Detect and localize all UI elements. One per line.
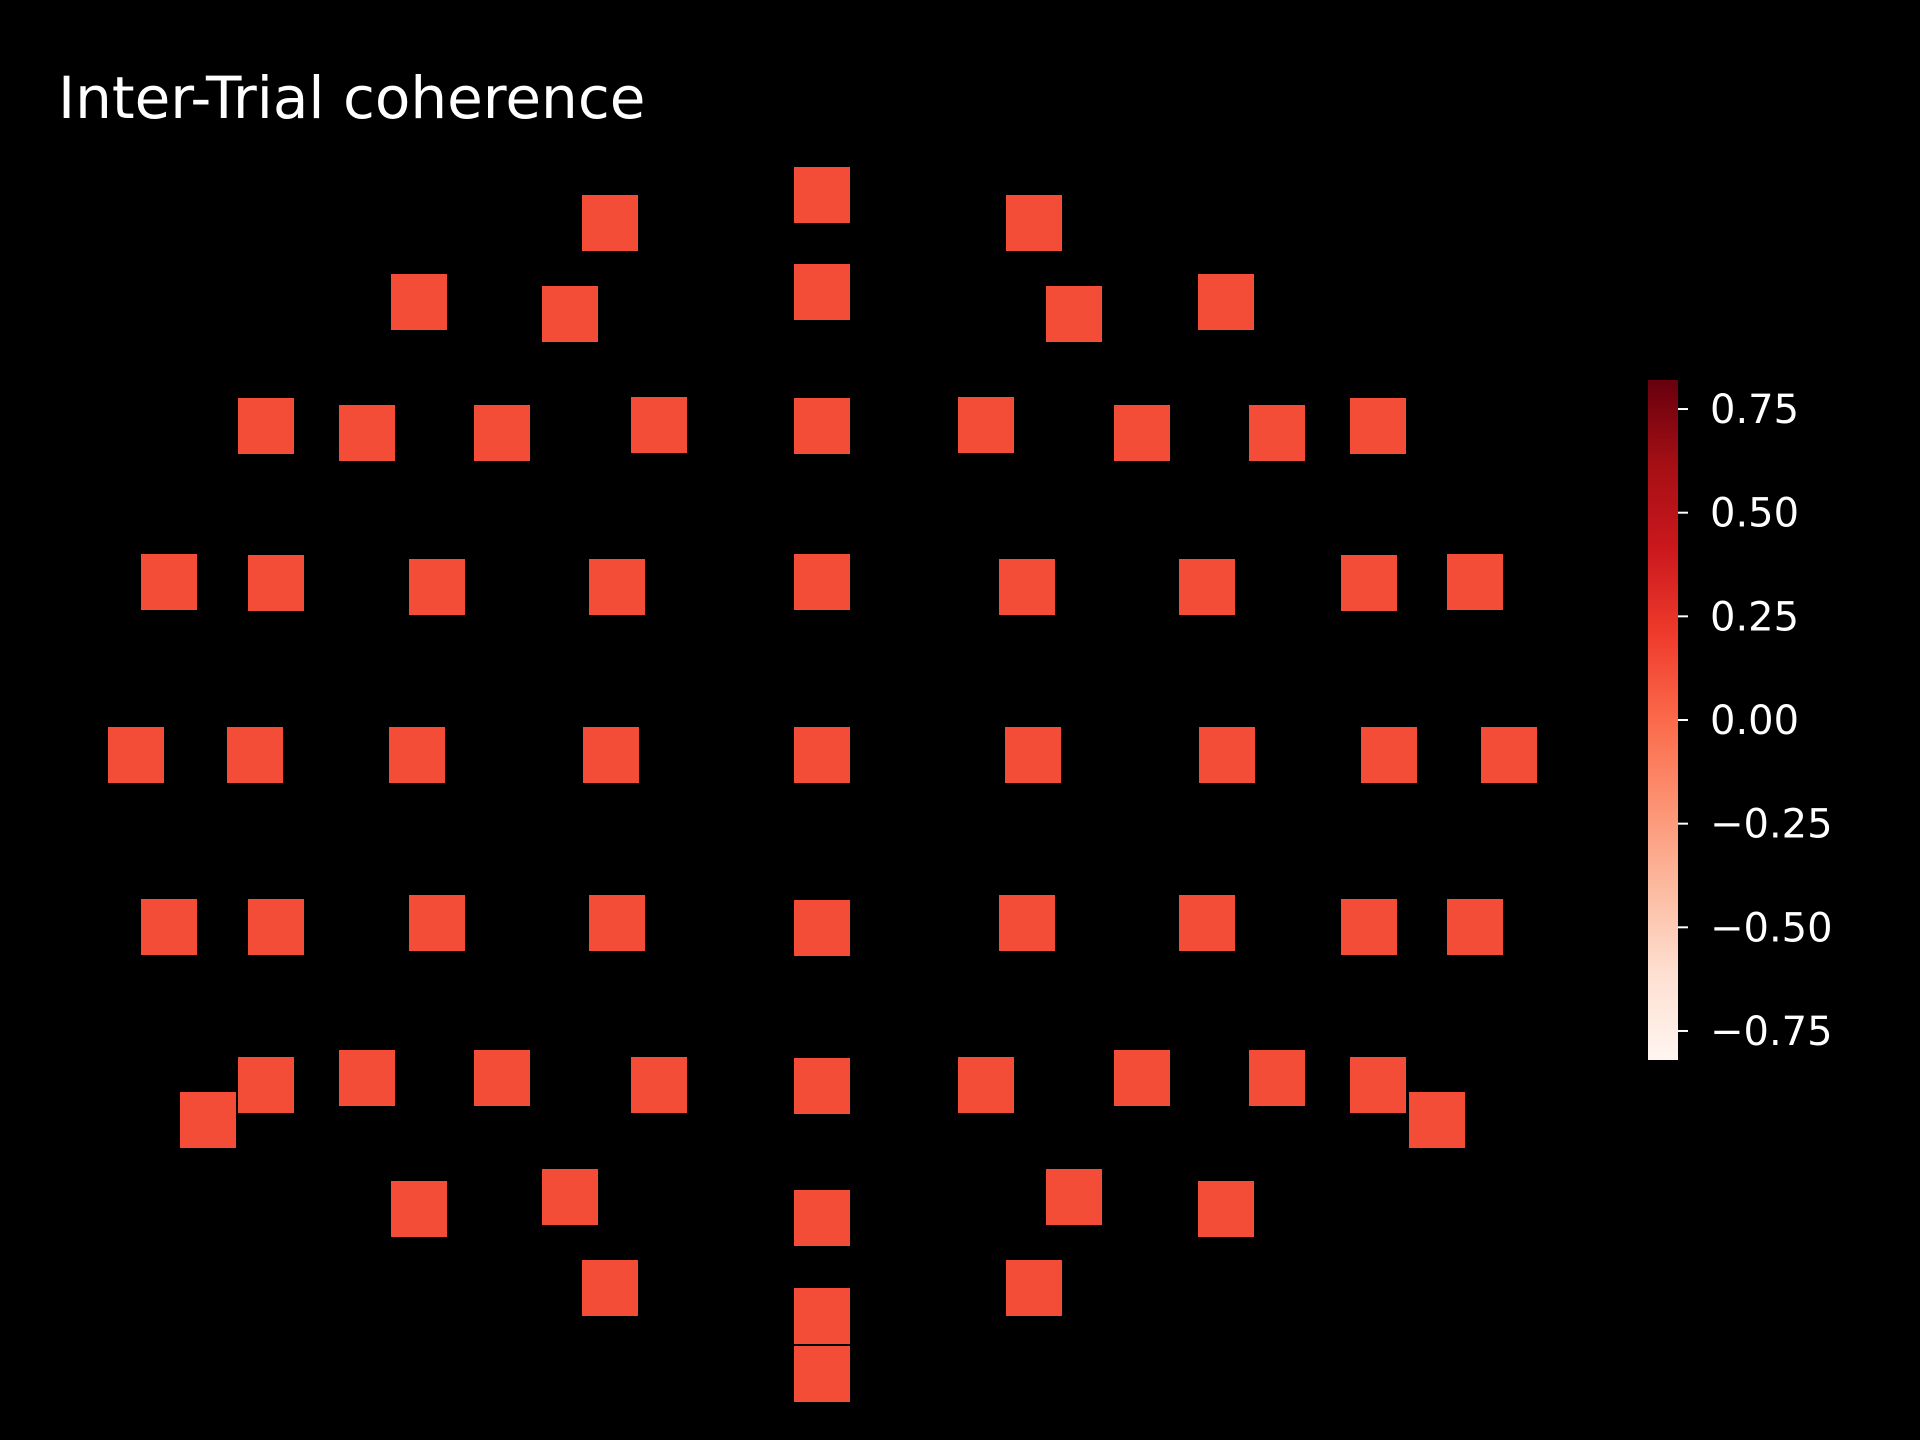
channel-tile-46 <box>339 1050 395 1106</box>
channel-tile-55 <box>1409 1092 1465 1148</box>
channel-tile-30 <box>583 727 639 783</box>
channel-tile-28 <box>227 727 283 783</box>
channel-tile-31 <box>794 727 850 783</box>
colorbar-tick-label: −0.50 <box>1710 905 1833 951</box>
channel-tile-59 <box>1046 1169 1102 1225</box>
channel-tile-5 <box>542 286 598 342</box>
channel-tile-26 <box>1447 554 1503 610</box>
channel-tile-33 <box>1199 727 1255 783</box>
channel-tile-43 <box>1341 899 1397 955</box>
channel-tile-62 <box>1006 1260 1062 1316</box>
channel-tile-8 <box>1198 274 1254 330</box>
channel-tile-24 <box>1179 559 1235 615</box>
channel-tile-16 <box>1249 405 1305 461</box>
channel-tile-42 <box>1179 895 1235 951</box>
colorbar-tick-label: 0.75 <box>1710 387 1799 433</box>
channel-tile-4 <box>391 274 447 330</box>
channel-tile-32 <box>1005 727 1061 783</box>
channel-tile-58 <box>794 1190 850 1246</box>
channel-tile-35 <box>1481 727 1537 783</box>
channel-tile-50 <box>958 1057 1014 1113</box>
colorbar-tick-label: 0.00 <box>1710 698 1799 744</box>
colorbar-ticks: 0.75 0.50 0.25 0.00 −0.25 −0.50 −0.75 <box>1678 387 1833 1055</box>
channel-tile-7 <box>1046 286 1102 342</box>
channel-tile-1 <box>794 167 850 223</box>
channel-tile-17 <box>1350 398 1406 454</box>
channel-tile-63 <box>794 1288 850 1344</box>
channel-tile-18 <box>141 554 197 610</box>
channel-tile-2 <box>582 195 638 251</box>
channel-tile-61 <box>582 1260 638 1316</box>
channel-tile-36 <box>141 899 197 955</box>
channel-tile-64 <box>794 1346 850 1402</box>
channel-tile-54 <box>180 1092 236 1148</box>
channel-tile-9 <box>238 398 294 454</box>
channel-tile-13 <box>794 398 850 454</box>
channel-tile-27 <box>108 727 164 783</box>
channel-tile-53 <box>1350 1057 1406 1113</box>
channel-tile-12 <box>631 397 687 453</box>
colorbar-tick-label: −0.25 <box>1710 802 1833 848</box>
channel-tile-45 <box>238 1057 294 1113</box>
channel-tile-47 <box>474 1050 530 1106</box>
channel-tiles <box>108 167 1537 1402</box>
channel-tile-20 <box>409 559 465 615</box>
channel-tile-49 <box>794 1058 850 1114</box>
channel-tile-23 <box>999 559 1055 615</box>
colorbar: 0.75 0.50 0.25 0.00 −0.25 −0.50 −0.75 <box>1648 380 1833 1060</box>
channel-tile-38 <box>409 895 465 951</box>
channel-tile-21 <box>589 559 645 615</box>
channel-tile-37 <box>248 899 304 955</box>
channel-tile-60 <box>1198 1181 1254 1237</box>
chart-title: Inter-Trial coherence <box>58 64 645 132</box>
colorbar-tick-label: −0.75 <box>1710 1009 1833 1055</box>
channel-tile-40 <box>794 900 850 956</box>
channel-tile-34 <box>1361 727 1417 783</box>
channel-tile-10 <box>339 405 395 461</box>
channel-tile-56 <box>391 1181 447 1237</box>
channel-tile-6 <box>794 264 850 320</box>
channel-tile-39 <box>589 895 645 951</box>
channel-tile-48 <box>631 1057 687 1113</box>
colorbar-tick-label: 0.50 <box>1710 491 1799 537</box>
channel-tile-29 <box>389 727 445 783</box>
channel-tile-25 <box>1341 555 1397 611</box>
channel-tile-57 <box>542 1169 598 1225</box>
channel-tile-3 <box>1006 195 1062 251</box>
channel-tile-19 <box>248 555 304 611</box>
colorbar-tick-label: 0.25 <box>1710 594 1799 640</box>
channel-tile-41 <box>999 895 1055 951</box>
channel-tile-14 <box>958 397 1014 453</box>
colorbar-scale <box>1648 380 1678 1060</box>
channel-tile-51 <box>1114 1050 1170 1106</box>
channel-tile-11 <box>474 405 530 461</box>
channel-tile-44 <box>1447 899 1503 955</box>
channel-tile-52 <box>1249 1050 1305 1106</box>
channel-tile-15 <box>1114 405 1170 461</box>
channel-tile-22 <box>794 554 850 610</box>
